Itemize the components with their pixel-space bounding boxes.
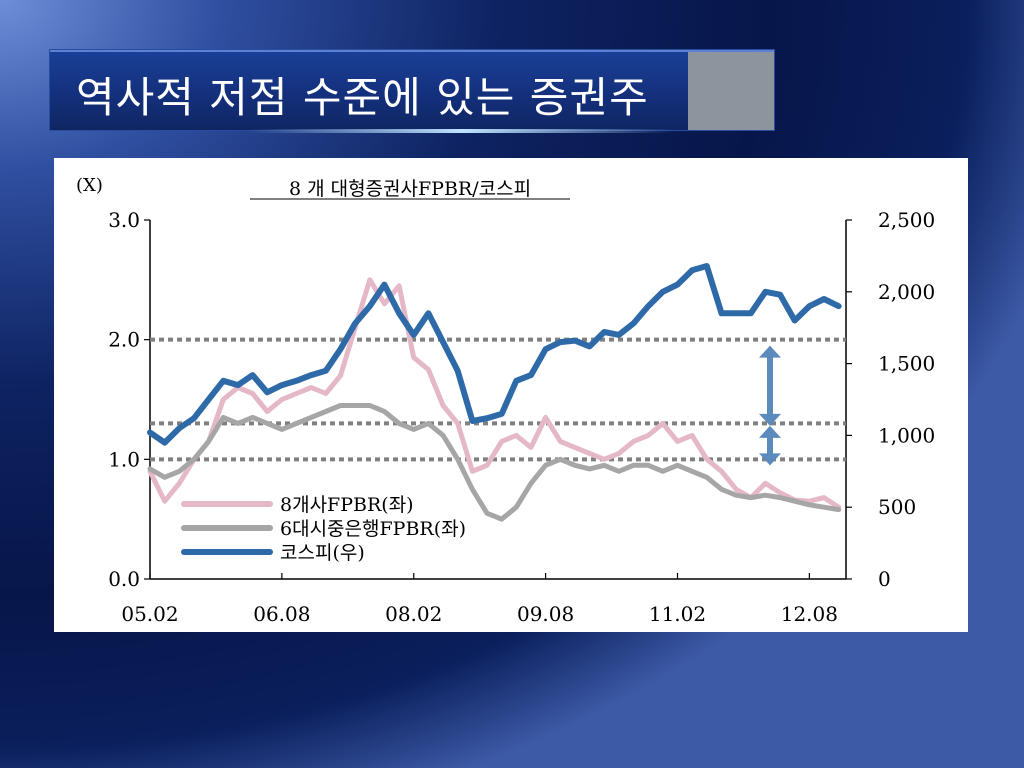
- x-axis-tick-label: 11.02: [649, 602, 706, 626]
- slide-title-bar: 역사적 저점 수준에 있는 증권주: [50, 50, 774, 133]
- x-axis-tick-label: 08.02: [385, 602, 442, 626]
- x-axis-tick-label: 12.08: [781, 602, 838, 626]
- left-axis-tick-label: 2.0: [108, 328, 140, 352]
- x-axis-tick-label: 09.08: [517, 602, 574, 626]
- right-axis-tick-label: 0: [878, 567, 891, 591]
- annotation-arrow-head: [759, 413, 781, 426]
- left-axis-unit: (X): [76, 175, 103, 196]
- slide-title: 역사적 저점 수준에 있는 증권주: [76, 73, 649, 122]
- right-axis-tick-label: 500: [878, 495, 916, 519]
- series-line: [147, 277, 842, 510]
- annotation-arrow-head: [759, 425, 781, 438]
- right-axis-tick-label: 1,000: [878, 423, 935, 447]
- title-bar-glow: [250, 129, 674, 133]
- legend-label: 코스피(우): [280, 542, 365, 564]
- left-axis-tick-label: 3.0: [108, 208, 140, 232]
- right-axis-tick-label: 1,500: [878, 352, 935, 376]
- annotation-arrow-head: [759, 453, 781, 466]
- annotation-arrow-head: [759, 345, 781, 358]
- chart-title: 8 개 대형증권사FPBR/코스피: [289, 178, 531, 200]
- line-chart: 8 개 대형증권사FPBR/코스피 (X) 0.0 1.0 2.0 3.0 0 500 1,00…: [76, 175, 935, 626]
- series-line: [147, 403, 842, 522]
- x-axis-tick-label: 06.08: [253, 602, 310, 626]
- left-axis-tick-label: 0.0: [108, 567, 140, 591]
- right-axis-tick-label: 2,000: [878, 280, 935, 304]
- legend-label: 6대시중은행FPBR(좌): [280, 518, 466, 540]
- series-line: [147, 263, 842, 446]
- legend-label: 8개사FPBR(좌): [280, 494, 414, 516]
- chart-panel: 8 개 대형증권사FPBR/코스피 (X) 0.0 1.0 2.0 3.0 0 500 1,00…: [54, 158, 968, 632]
- right-axis-tick-label: 2,500: [878, 208, 935, 232]
- x-axis-tick-label: 05.02: [121, 602, 178, 626]
- left-axis-tick-label: 1.0: [108, 447, 140, 471]
- title-bar-accent: [688, 52, 774, 130]
